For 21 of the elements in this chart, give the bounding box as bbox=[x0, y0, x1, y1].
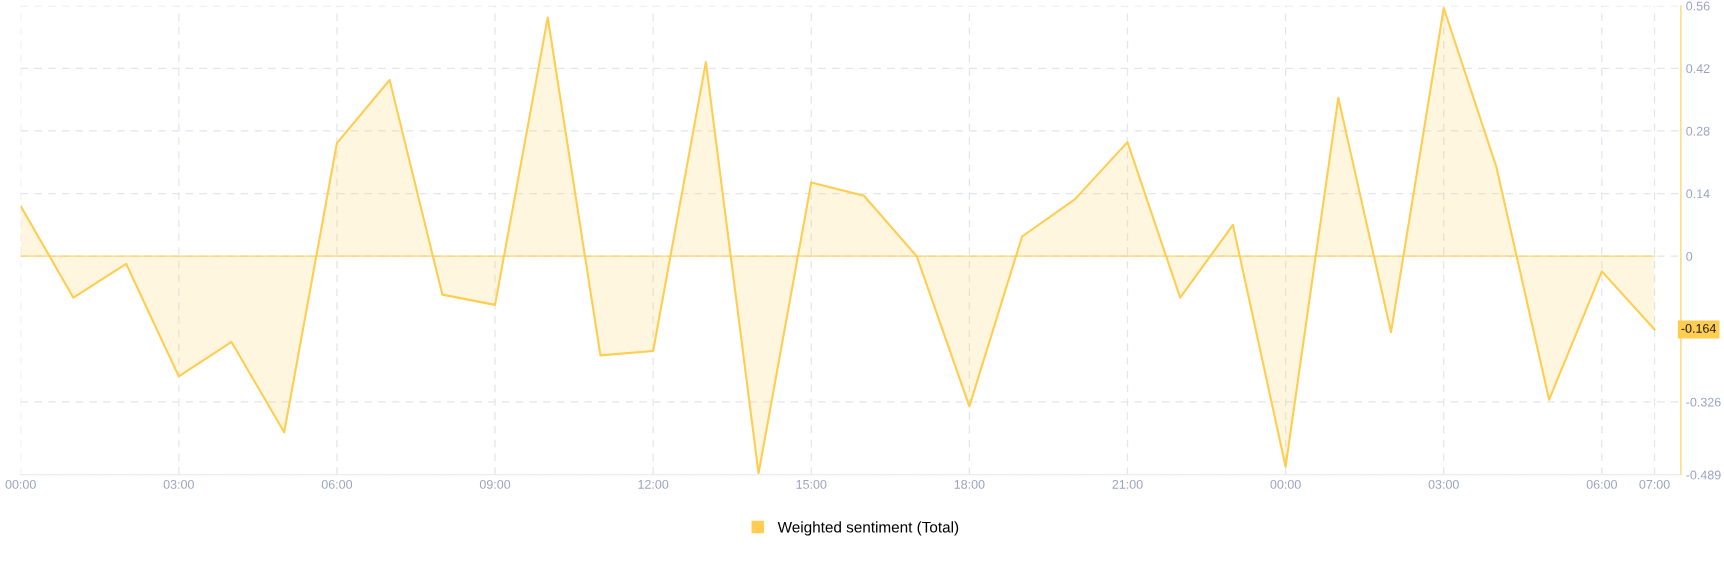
y-tick-label: 0 bbox=[1686, 251, 1693, 261]
y-tick-label: 0.14 bbox=[1686, 189, 1710, 199]
x-tick-label: 15:00 bbox=[796, 479, 827, 489]
x-tick-label: 21:00 bbox=[1112, 479, 1143, 489]
y-tick-label: -0.489 bbox=[1686, 470, 1721, 480]
x-tick-label: 09:00 bbox=[479, 479, 511, 489]
x-tick-label: 03:00 bbox=[163, 479, 194, 489]
y-tick-label: -0.326 bbox=[1686, 397, 1721, 407]
x-tick-label: 00:00 bbox=[5, 479, 36, 489]
x-tick-label: 06:00 bbox=[1586, 479, 1617, 489]
x-tick-label: 00:00 bbox=[1270, 479, 1301, 489]
x-tick-label: 07:00 bbox=[1639, 479, 1670, 489]
x-tick-label: 03:00 bbox=[1428, 479, 1459, 489]
x-tick-label: 18:00 bbox=[954, 479, 985, 489]
legend-label: Weighted sentiment (Total) bbox=[777, 521, 959, 536]
y-tick-label: 0.56 bbox=[1686, 1, 1710, 11]
y-tick-label: 0.42 bbox=[1686, 64, 1710, 74]
x-tick-label: 06:00 bbox=[321, 479, 353, 489]
x-tick-label: 12:00 bbox=[638, 479, 669, 489]
annotation: -0.164 bbox=[1681, 323, 1716, 333]
y-tick-label: 0.28 bbox=[1686, 126, 1710, 136]
